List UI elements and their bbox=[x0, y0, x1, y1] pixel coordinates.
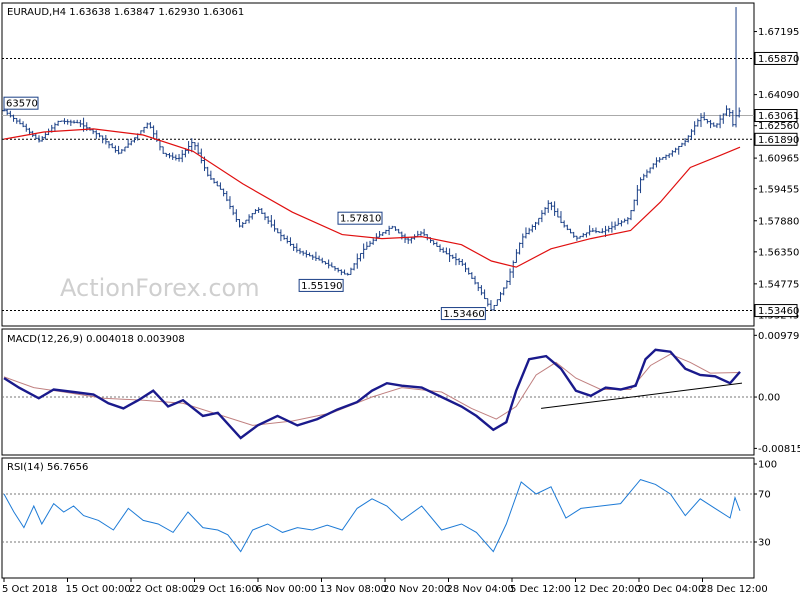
annotation-label: 1.55190 bbox=[301, 281, 342, 292]
rsi-axis: 100 70 30 bbox=[2, 460, 777, 549]
annotation-box bbox=[298, 278, 344, 292]
annotation-box bbox=[337, 211, 383, 225]
rsi-line bbox=[3, 479, 741, 553]
macd-line bbox=[3, 348, 741, 440]
price-tick-label: 1.59455 bbox=[758, 184, 799, 195]
rsi-tick-label: 100 bbox=[758, 460, 777, 471]
time-tick-label: 28 Dec 12:00 bbox=[701, 584, 768, 595]
time-tick-label: 22 Oct 08:00 bbox=[129, 584, 194, 595]
macd-panel-frame bbox=[1, 328, 755, 456]
time-tick-label: 6 Nov 00:00 bbox=[256, 584, 317, 595]
annotation-label: 1.57810 bbox=[340, 214, 381, 225]
macd-tick-label: 0.009797 bbox=[758, 331, 800, 342]
level-label-box bbox=[754, 109, 798, 123]
price-tick-label: 1.57880 bbox=[758, 216, 799, 227]
price-annotations: 63570 1.57810 1.55190 1.53460 bbox=[3, 96, 486, 321]
price-tick-label: 1.62560 bbox=[758, 121, 799, 132]
level-label-box bbox=[754, 51, 798, 65]
price-header: EURAUD,H4 1.63638 1.63847 1.62930 1.6306… bbox=[7, 7, 244, 18]
macd-trendline bbox=[541, 382, 743, 409]
moving-average-line bbox=[3, 128, 741, 268]
macd-tick-label: 0.00 bbox=[758, 393, 780, 404]
price-tick-label: 1.60965 bbox=[758, 154, 799, 165]
price-tick-label: 1.56350 bbox=[758, 247, 799, 258]
watermark: ActionForex.com bbox=[60, 274, 260, 302]
rsi-tick-label: 30 bbox=[758, 538, 771, 549]
price-tick-label: 1.64090 bbox=[758, 90, 799, 101]
price-bars bbox=[2, 7, 741, 311]
macd-label: MACD(12,26,9) 0.004018 0.003908 bbox=[7, 334, 185, 345]
rsi-label: RSI(14) 56.7656 bbox=[7, 462, 88, 473]
time-tick-label: 20 Dec 04:00 bbox=[637, 584, 704, 595]
time-tick-label: 5 Oct 2018 bbox=[2, 584, 57, 595]
rsi-panel-frame bbox=[1, 457, 755, 579]
price-panel-frame bbox=[1, 2, 755, 327]
price-axis: 1.67195 1.64090 1.62560 1.60965 1.59455 1.578… bbox=[754, 27, 799, 321]
price-levels: 1.65870 1.63061 1.61890 1.53460 bbox=[2, 51, 799, 318]
price-tick-label: 1.54775 bbox=[758, 279, 799, 290]
level-label-box bbox=[754, 132, 798, 146]
macd-axis: 0.009797 0.00 -0.008152 bbox=[2, 331, 800, 455]
time-tick-label: 29 Oct 16:00 bbox=[193, 584, 258, 595]
time-tick-label: 12 Dec 20:00 bbox=[574, 584, 641, 595]
annotation-label: 63570 bbox=[6, 99, 38, 110]
time-tick-label: 20 Nov 20:00 bbox=[383, 584, 450, 595]
annotation-box bbox=[440, 307, 486, 321]
time-tick-label: 28 Nov 04:00 bbox=[447, 584, 514, 595]
rsi-tick-label: 70 bbox=[758, 490, 771, 501]
level-label: 1.63061 bbox=[758, 111, 799, 122]
level-label: 1.53460 bbox=[758, 306, 799, 317]
macd-tick-label: -0.008152 bbox=[758, 444, 800, 455]
annotation-box bbox=[3, 96, 39, 110]
price-tick-label: 1.67195 bbox=[758, 27, 799, 38]
time-tick-label: 15 Oct 00:00 bbox=[66, 584, 131, 595]
time-tick-label: 5 Dec 12:00 bbox=[510, 584, 571, 595]
annotation-label: 1.53460 bbox=[443, 309, 484, 320]
level-label: 1.61890 bbox=[758, 135, 799, 146]
level-label-box bbox=[754, 304, 798, 318]
macd-signal-line bbox=[3, 353, 741, 426]
level-label: 1.65870 bbox=[758, 54, 799, 65]
time-tick-label: 13 Nov 08:00 bbox=[320, 584, 387, 595]
